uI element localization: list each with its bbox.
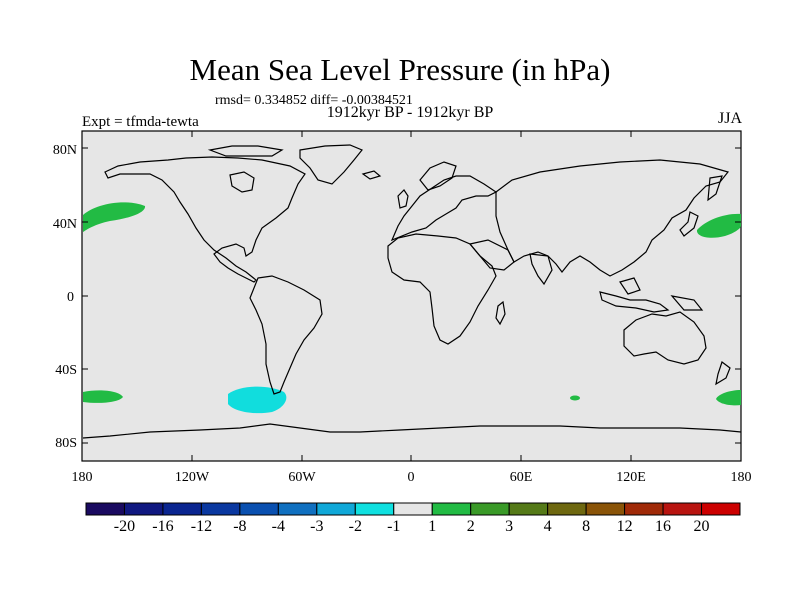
coast-borneo: [619, 277, 641, 295]
anomaly-southern-ocean-indian: [570, 395, 580, 401]
anomaly-southern-ocean-west: [716, 390, 741, 406]
axis-ticks: [81, 131, 742, 461]
lon-label-120w: 120W: [175, 470, 210, 485]
coast-iceland: [361, 170, 382, 180]
coast-greenland: [299, 144, 363, 185]
lon-label-0: 0: [408, 470, 415, 485]
colorbar-label: -4: [271, 518, 285, 535]
colorbar-label: -16: [152, 518, 174, 535]
coast-north-america: [104, 156, 306, 283]
coast-uk: [397, 189, 409, 209]
lat-label-80s: 80S: [55, 436, 77, 451]
lat-label-40s: 40S: [55, 363, 77, 378]
lon-label-60w: 60W: [288, 470, 316, 485]
coast-asia: [495, 159, 730, 277]
coast-kamchatka: [707, 175, 723, 202]
colorbar-label: 16: [655, 518, 672, 535]
lon-label-120e: 120E: [616, 470, 646, 485]
coast-arctic-islands: [207, 145, 284, 157]
anomaly-southern-ocean-pacific: [83, 390, 123, 403]
colorbar-label: 12: [616, 518, 633, 535]
coast-antarctica: [82, 423, 742, 439]
colorbar-label: -20: [113, 518, 136, 535]
coast-scandinavia: [419, 161, 457, 191]
anomaly-layer: [83, 202, 741, 414]
colorbar-label: 4: [543, 518, 552, 535]
lat-label-40n: 40N: [53, 217, 77, 232]
colorbar-label: -8: [233, 518, 247, 535]
colorbar-label: -1: [387, 518, 401, 535]
coast-africa: [387, 233, 497, 345]
chart-title: Mean Sea Level Pressure (in hPa): [189, 52, 611, 87]
coast-new-zealand: [715, 361, 731, 386]
coast-hudson-bay: [229, 171, 255, 193]
coast-europe: [390, 175, 498, 242]
coast-madagascar: [495, 300, 506, 326]
experiment-label: Expt = tfmda-tewta: [82, 114, 199, 130]
colorbar-label: 20: [693, 518, 710, 535]
colorbar-label: -3: [310, 518, 324, 535]
colorbar-label: 3: [505, 518, 514, 535]
anomaly-north-pacific-east: [83, 202, 146, 232]
lat-label-80n: 80N: [53, 143, 77, 158]
coastlines: [82, 144, 742, 439]
coast-japan: [679, 211, 699, 237]
colorbar-label: -2: [348, 518, 362, 535]
lon-label-60e: 60E: [510, 470, 533, 485]
season-label: JJA: [717, 110, 742, 127]
coast-indonesia: [599, 291, 670, 313]
colorbar-label: 1: [428, 518, 437, 535]
map-background: [81, 130, 742, 462]
coast-australia: [623, 311, 707, 365]
anomaly-north-pacific-west: [696, 213, 741, 238]
coast-new-guinea: [670, 295, 704, 311]
lon-label-180e: 180: [731, 470, 752, 485]
colorbar-label: -12: [190, 518, 213, 535]
lat-label-0: 0: [67, 290, 74, 305]
colorbar-label: 8: [582, 518, 591, 535]
coast-india: [529, 253, 553, 286]
coast-south-america: [249, 275, 323, 395]
stats-label: rmsd= 0.334852 diff= -0.00384521: [215, 93, 413, 108]
lon-label-180w: 180: [72, 470, 93, 485]
colorbar-label: 2: [466, 518, 475, 535]
anomaly-south-pacific-negative: [228, 386, 287, 414]
period-subtitle: 1912kyr BP - 1912kyr BP: [326, 104, 494, 121]
